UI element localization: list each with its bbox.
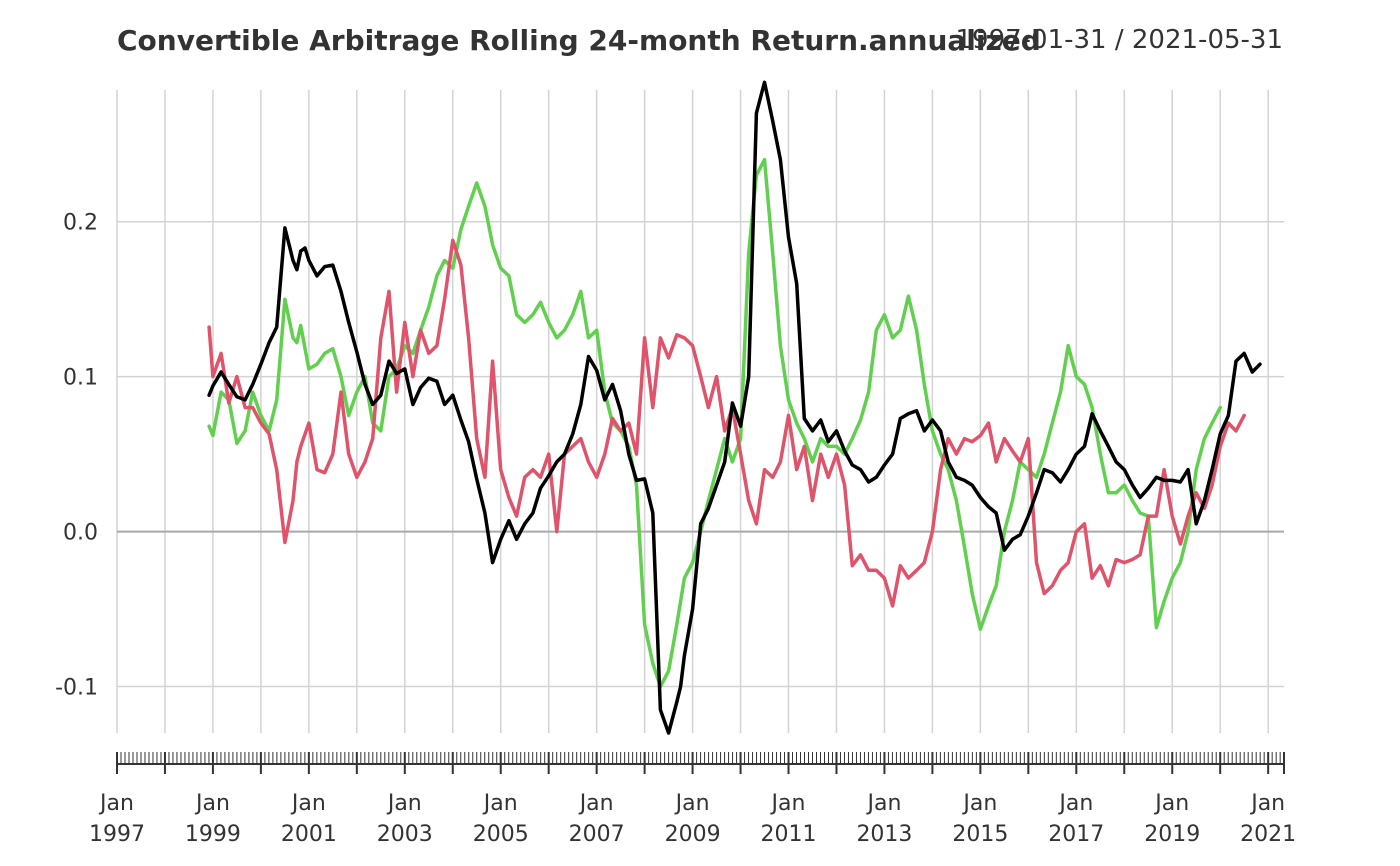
x-tick-label-month: Jan [1249,791,1285,816]
series-lines [207,80,1262,735]
x-tick-label-month: Jan [386,791,422,816]
series-line-3 [207,157,1222,689]
vertical-grid [116,90,1269,733]
y-tick-label: 0.1 [63,366,98,391]
x-tick-label-year: 2011 [761,822,817,847]
x-tick-label-month: Jan [865,791,901,816]
x-tick-label-month: Jan [1057,791,1093,816]
x-tick-label-year: 2013 [856,822,912,847]
horizontal-grid [117,220,1284,688]
x-tick-label-year: 2019 [1144,822,1200,847]
series-line-2 [207,238,1246,608]
x-tick-label-month: Jan [674,791,710,816]
x-tick-label-month: Jan [961,791,997,816]
x-tick-label-month: Jan [770,791,806,816]
x-tick-label-month: Jan [578,791,614,816]
x-tick-label-year: 2003 [377,822,433,847]
y-axis-labels: -0.1 0.0 0.1 0.2 [55,211,98,701]
x-tick-label-year: 1997 [89,822,145,847]
x-tick-label-year: 2015 [952,822,1008,847]
x-tick-label-year: 2021 [1240,822,1296,847]
x-tick-label-year: 2007 [569,822,625,847]
y-tick-label: 0.0 [63,521,98,546]
series-line-1 [207,80,1262,735]
x-tick-label-month: Jan [482,791,518,816]
x-tick-label-month: Jan [290,791,326,816]
x-tick-label-month: Jan [1153,791,1189,816]
chart-title: Convertible Arbitrage Rolling 24-month R… [117,24,1041,57]
x-tick-label-month: Jan [194,791,230,816]
x-tick-label-month: Jan [98,791,134,816]
x-tick-label-year: 2001 [281,822,337,847]
x-axis: Jan 1997 Jan 1999 Jan 2001 Jan 2003 Jan 2005 Jan 20… [89,752,1296,847]
date-range-label: 1997-01-31 / 2021-05-31 [956,25,1284,55]
x-tick-label-year: 2017 [1048,822,1104,847]
x-tick-label-year: 2009 [665,822,721,847]
x-tick-label-year: 2005 [473,822,529,847]
x-tick-label-year: 1999 [185,822,241,847]
y-tick-label: 0.2 [63,211,98,236]
y-tick-label: -0.1 [55,676,98,701]
